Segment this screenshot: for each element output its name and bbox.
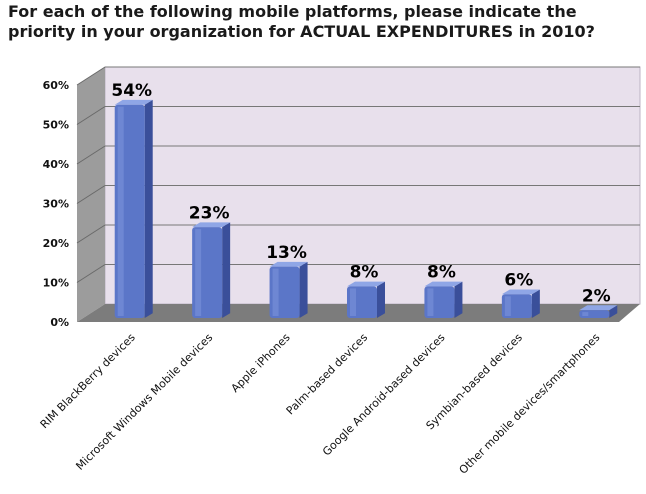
data-label: 6% — [504, 271, 533, 291]
y-tick-label: 0% — [50, 316, 69, 329]
y-tick-label: 60% — [43, 79, 69, 92]
gridline-side — [76, 106, 106, 125]
bar — [579, 305, 618, 318]
x-tick-label: Other mobile devices/smartphones — [457, 331, 603, 477]
bar-highlight — [117, 106, 124, 316]
y-tick-label: 10% — [43, 277, 69, 290]
bar-top — [269, 261, 308, 267]
bar — [192, 222, 231, 318]
x-tick-label: Google Android-based devices — [320, 331, 448, 459]
bar — [501, 289, 540, 318]
bar-top — [501, 289, 540, 295]
gridline-side — [76, 66, 106, 86]
chart-title: For each of the following mobile platfor… — [8, 2, 595, 41]
x-tick-label: Apple iPhones — [229, 331, 293, 395]
bar-highlight — [427, 288, 434, 316]
bar-side — [531, 289, 540, 318]
data-label: 23% — [189, 203, 230, 223]
x-tick-label: Palm-based devices — [284, 331, 371, 418]
gridline-side — [76, 224, 106, 244]
bar-top — [424, 281, 463, 287]
bar-top — [114, 99, 153, 105]
bar-highlight — [195, 229, 202, 316]
x-tick-label: Microsoft Windows Mobile devices — [73, 331, 215, 473]
bar-highlight — [272, 268, 279, 316]
bar — [269, 261, 308, 318]
y-tick-label: 50% — [43, 119, 69, 132]
data-label: 13% — [266, 243, 307, 263]
data-label: 8% — [427, 263, 456, 283]
data-label: 8% — [350, 263, 379, 283]
bar-side — [377, 281, 385, 318]
y-tick-label: 30% — [43, 198, 69, 211]
bar-highlight — [350, 288, 356, 316]
bar-side — [144, 99, 153, 319]
bar — [424, 281, 463, 318]
gridlines — [76, 66, 640, 283]
bar-top — [347, 281, 385, 287]
bar-highlight — [504, 296, 511, 316]
bar — [347, 281, 385, 318]
bar-side — [222, 222, 231, 318]
gridline-side — [76, 185, 106, 204]
bar-front — [579, 310, 610, 318]
gridline-side — [76, 145, 106, 165]
gridline-side — [76, 264, 106, 283]
bar-top — [192, 222, 231, 228]
y-tick-label: 20% — [43, 237, 69, 250]
bar — [114, 99, 153, 319]
bar-side — [609, 305, 618, 318]
y-axis-ticks: 0% 10% 20% 30% 40% 50% 60% — [43, 79, 69, 329]
bar-highlight — [582, 312, 589, 316]
data-label: 54% — [111, 81, 152, 101]
data-label: 2% — [582, 286, 611, 306]
bar-side — [299, 261, 308, 318]
y-tick-label: 40% — [43, 158, 69, 171]
bar-side — [454, 281, 463, 318]
bars — [114, 99, 618, 319]
data-labels: 54% 23% 13% 8% 8% 6% 2% — [111, 81, 610, 306]
bar-top — [579, 305, 618, 311]
